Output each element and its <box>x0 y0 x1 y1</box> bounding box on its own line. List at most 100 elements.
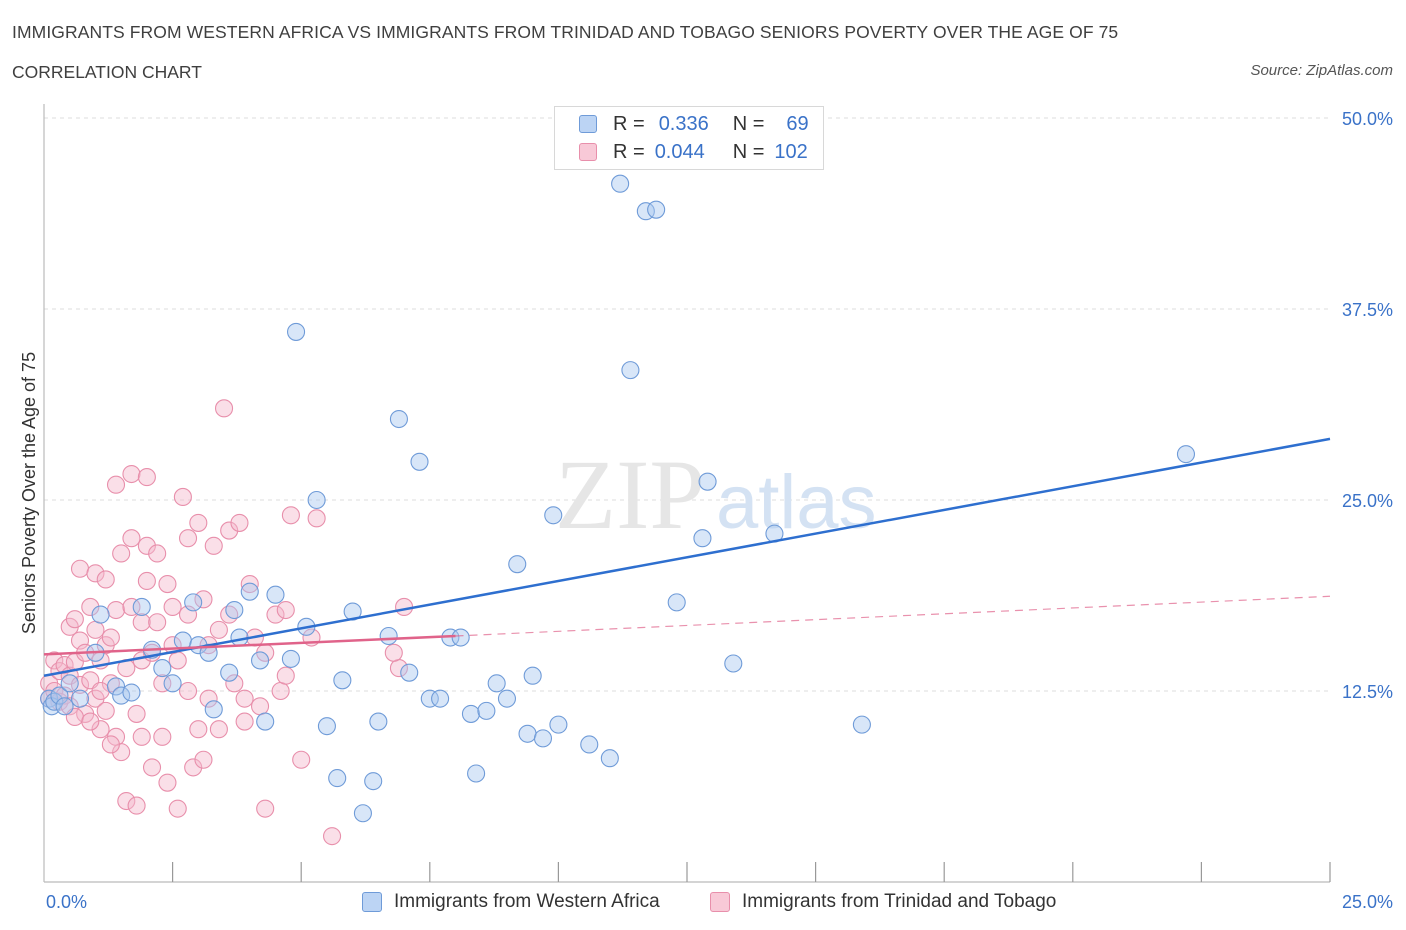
western-africa-point <box>487 674 506 693</box>
bottom-legend-label: Immigrants from Western Africa <box>394 891 660 912</box>
western-africa-point <box>1176 445 1196 464</box>
series-western-africa-points <box>40 174 1196 823</box>
axis-layer <box>43 104 1331 883</box>
trinidad-point <box>235 712 254 731</box>
western-africa-point <box>55 697 74 716</box>
trinidad-point <box>158 773 177 792</box>
western-africa-point <box>518 724 537 743</box>
western-africa-point <box>91 605 110 624</box>
western-africa-point <box>50 686 69 705</box>
trinidad-point <box>235 689 254 708</box>
western-africa-point <box>333 671 352 690</box>
western-africa-point <box>353 804 372 823</box>
trinidad-point <box>395 597 414 617</box>
western-africa-point <box>477 701 496 720</box>
trinidad-point <box>122 597 141 617</box>
trinidad-point <box>153 727 172 746</box>
trinidad-point <box>271 681 290 701</box>
trinidad-point <box>250 697 270 716</box>
western-africa-point <box>621 361 640 380</box>
trinidad-point <box>91 681 110 701</box>
western-africa-point <box>204 700 223 719</box>
bottom-legend-swatch-pink <box>710 892 730 912</box>
western-africa-point <box>317 717 336 736</box>
bottom-legend-western-africa: Immigrants from Western Africa <box>362 889 660 915</box>
trinidad-point <box>178 681 198 701</box>
trinidad-point <box>96 701 115 720</box>
western-africa-point <box>70 689 90 708</box>
trinidad-point <box>266 605 285 624</box>
trinidad-point <box>189 720 208 739</box>
bottom-legend-swatch-blue <box>362 892 382 912</box>
legend-n-value: 102 <box>774 140 808 163</box>
western-africa-point <box>508 555 527 574</box>
western-africa-point <box>647 200 666 219</box>
trinidad-point <box>189 513 208 532</box>
western-africa-point <box>852 715 871 734</box>
western-africa-point <box>287 322 306 341</box>
trinidad-point <box>45 651 64 670</box>
western-africa-point <box>533 729 553 748</box>
trinidad-point <box>137 571 156 591</box>
western-africa-point <box>389 409 408 429</box>
western-africa-point <box>580 735 599 754</box>
trinidad-point <box>127 704 146 723</box>
legend-r-value: 0.044 <box>654 140 705 163</box>
trinidad-point <box>178 529 198 548</box>
legend-swatch-pink <box>579 143 597 161</box>
trinidad-point <box>168 651 187 670</box>
western-africa-point <box>173 631 192 650</box>
western-africa-point <box>225 600 244 620</box>
western-africa-point <box>266 585 285 604</box>
trinidad-point <box>158 574 177 594</box>
bottom-legend-label: Immigrants from Trinidad and Tobago <box>742 891 1057 912</box>
trinidad-point <box>148 613 167 632</box>
trinidad-point <box>91 720 110 739</box>
trinidad-trend-line-solid <box>43 634 456 656</box>
western-africa-point <box>153 659 172 678</box>
trinidad-point <box>86 564 105 583</box>
western-africa-point <box>667 593 686 612</box>
western-africa-point <box>122 683 141 702</box>
legend-r-label: R = <box>613 140 645 163</box>
trinidad-point <box>163 597 182 617</box>
y-tick-label: 37.5% <box>1342 300 1393 320</box>
legend-row-trinidad: R = 0.044 N = 102 <box>579 140 808 164</box>
western-africa-point <box>240 582 259 601</box>
trinidad-point <box>225 674 244 693</box>
western-africa-point <box>600 749 619 768</box>
western-africa-point <box>256 712 275 731</box>
legend-n-value: 69 <box>786 112 809 135</box>
western-africa-point <box>328 769 347 788</box>
x-tick-label: 0.0% <box>46 892 87 912</box>
western-africa-point <box>379 626 398 646</box>
trinidad-trend-line-dashed <box>455 595 1331 637</box>
axis-labels: 12.5% 25.0% 37.5% 50.0% 0.0% 25.0% Seniors Pov… <box>19 109 1393 912</box>
western-africa-point <box>112 686 131 705</box>
trinidad-point <box>127 796 146 815</box>
trinidad-point <box>276 666 295 685</box>
western-africa-point <box>250 651 270 670</box>
watermark-zip: ZIP <box>555 439 705 550</box>
trinidad-point <box>81 712 100 731</box>
western-africa-point <box>132 597 151 617</box>
western-africa-point <box>611 174 630 193</box>
trinidad-point <box>65 610 84 629</box>
trinidad-point <box>148 544 167 563</box>
trinidad-point <box>276 600 295 620</box>
trinidad-point <box>209 720 228 739</box>
trinidad-point <box>240 574 259 594</box>
trinidad-point <box>292 750 311 769</box>
western-africa-point <box>431 689 450 708</box>
western-africa-trend-line <box>43 437 1331 677</box>
x-tick-label: 25.0% <box>1342 892 1393 912</box>
series-trinidad-points <box>40 399 414 846</box>
trinidad-point <box>132 613 151 632</box>
y-axis-label: Seniors Poverty Over the Age of 75 <box>19 352 39 634</box>
western-africa-point <box>451 628 470 647</box>
trinidad-point <box>194 750 213 769</box>
trinidad-point <box>96 570 115 589</box>
trinidad-point <box>220 521 239 540</box>
western-africa-point <box>544 506 563 525</box>
